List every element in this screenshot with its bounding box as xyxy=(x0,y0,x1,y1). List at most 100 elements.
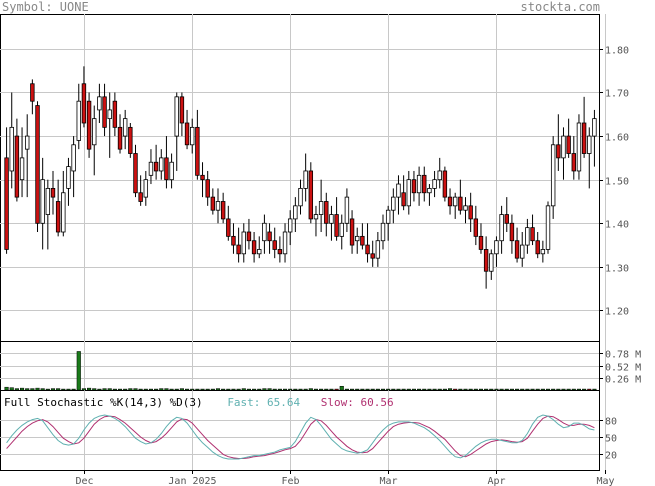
candle-down xyxy=(164,157,169,181)
candle-down xyxy=(556,144,561,159)
candle-up xyxy=(489,253,494,272)
x-tick-label: May xyxy=(596,476,614,486)
volume-bar xyxy=(411,388,416,391)
candle-down xyxy=(442,170,448,198)
candle-up xyxy=(355,235,360,242)
candle-down xyxy=(133,153,138,194)
price-tick-label: 1.40 xyxy=(605,220,629,231)
volume-bar xyxy=(200,388,205,391)
volume-bar xyxy=(417,388,422,391)
candle-up xyxy=(92,118,97,146)
stochastic-tick-label: 80 xyxy=(605,417,617,428)
candle-down xyxy=(195,126,200,176)
candle-down xyxy=(81,83,87,124)
x-tick-label: Feb xyxy=(281,476,299,486)
price-tick-label: 1.30 xyxy=(605,264,629,275)
candle-down xyxy=(117,126,123,150)
volume-bar xyxy=(252,388,257,391)
volume-bar xyxy=(355,388,360,391)
price-panel xyxy=(0,14,600,342)
candle-up xyxy=(169,161,174,181)
candle-down xyxy=(112,100,118,128)
candle-down xyxy=(267,231,272,242)
volume-bar xyxy=(169,388,174,391)
slow-line xyxy=(6,415,595,459)
candle-up xyxy=(241,231,246,255)
volume-bar xyxy=(76,351,81,391)
candle-down xyxy=(360,235,365,246)
site-label[interactable]: stockta.com xyxy=(520,0,600,14)
volume-bar xyxy=(45,388,50,391)
candle-down xyxy=(535,240,540,255)
volume-bar xyxy=(571,388,576,391)
volume-bar xyxy=(179,388,184,391)
candle-up xyxy=(396,183,401,198)
candle-up xyxy=(545,205,551,250)
volume-bar xyxy=(391,388,396,391)
stochastic-tick-label: 20 xyxy=(605,451,617,462)
candle-down xyxy=(220,201,226,220)
volume-bar xyxy=(9,387,14,391)
x-tick-label: Jan 2025 xyxy=(168,476,216,486)
candle-down xyxy=(153,161,159,172)
candle-up xyxy=(107,109,112,120)
volume-bar xyxy=(267,388,272,391)
candle-down xyxy=(246,231,252,242)
volume-bar xyxy=(504,388,509,391)
volume-bar xyxy=(298,388,303,391)
candle-down xyxy=(86,100,92,150)
candle-down xyxy=(349,218,355,246)
x-tick-label: Apr xyxy=(487,476,505,486)
candle-down xyxy=(50,187,56,198)
volume-bar xyxy=(587,388,592,391)
candle-down xyxy=(509,222,515,242)
volume-bar xyxy=(530,388,535,391)
candle-down xyxy=(30,83,35,102)
candle-up xyxy=(416,174,422,194)
volume-bar xyxy=(515,388,520,391)
volume-bar xyxy=(365,388,370,391)
volume-tick-label: 0.78 M xyxy=(605,350,641,361)
volume-bar xyxy=(143,388,148,391)
volume-bar xyxy=(40,388,45,391)
candle-up xyxy=(40,179,45,224)
volume-bar xyxy=(205,388,210,391)
candle-up xyxy=(499,214,504,242)
volume-bar xyxy=(112,388,117,391)
candle-down xyxy=(530,227,535,242)
volume-bar xyxy=(494,388,499,391)
volume-bar xyxy=(19,387,25,391)
volume-bar xyxy=(380,388,386,391)
candle-up xyxy=(24,135,30,150)
candle-up xyxy=(66,166,71,189)
candle-down xyxy=(571,153,577,172)
volume-bar xyxy=(133,388,138,391)
candle-down xyxy=(324,201,329,224)
volume-bar xyxy=(478,388,484,391)
volume-bar xyxy=(484,388,489,391)
candle-down xyxy=(504,214,509,224)
volume-bar xyxy=(582,388,587,391)
volume-bar xyxy=(102,388,107,391)
volume-bar xyxy=(231,388,236,391)
candle-down xyxy=(458,196,463,211)
volume-bar xyxy=(241,388,246,391)
volume-bar xyxy=(509,388,514,391)
volume-bar xyxy=(61,388,66,391)
volume-bar xyxy=(97,388,102,391)
candle-up xyxy=(122,118,128,137)
candle-down xyxy=(226,218,231,237)
candle-up xyxy=(287,218,293,233)
volume-bar xyxy=(422,388,427,391)
volume-bar xyxy=(545,388,551,391)
volume-bar xyxy=(592,388,597,391)
volume-bar xyxy=(71,388,76,391)
candle-up xyxy=(9,126,14,172)
candle-down xyxy=(277,249,283,255)
slow-label: Slow: 60.56 xyxy=(320,396,394,409)
x-tick-label: Mar xyxy=(379,476,397,486)
candle-down xyxy=(422,174,427,194)
candle-down xyxy=(468,205,473,220)
